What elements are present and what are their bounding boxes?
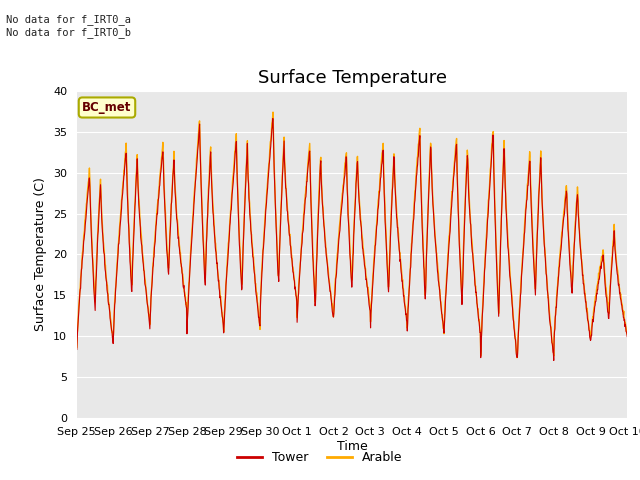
Legend: Tower, Arable: Tower, Arable	[232, 446, 408, 469]
Y-axis label: Surface Temperature (C): Surface Temperature (C)	[35, 178, 47, 331]
Text: No data for f_IRT0_a
No data for f_IRT0_b: No data for f_IRT0_a No data for f_IRT0_…	[6, 14, 131, 38]
Text: BC_met: BC_met	[83, 101, 132, 114]
Title: Surface Temperature: Surface Temperature	[257, 69, 447, 87]
X-axis label: Time: Time	[337, 440, 367, 453]
